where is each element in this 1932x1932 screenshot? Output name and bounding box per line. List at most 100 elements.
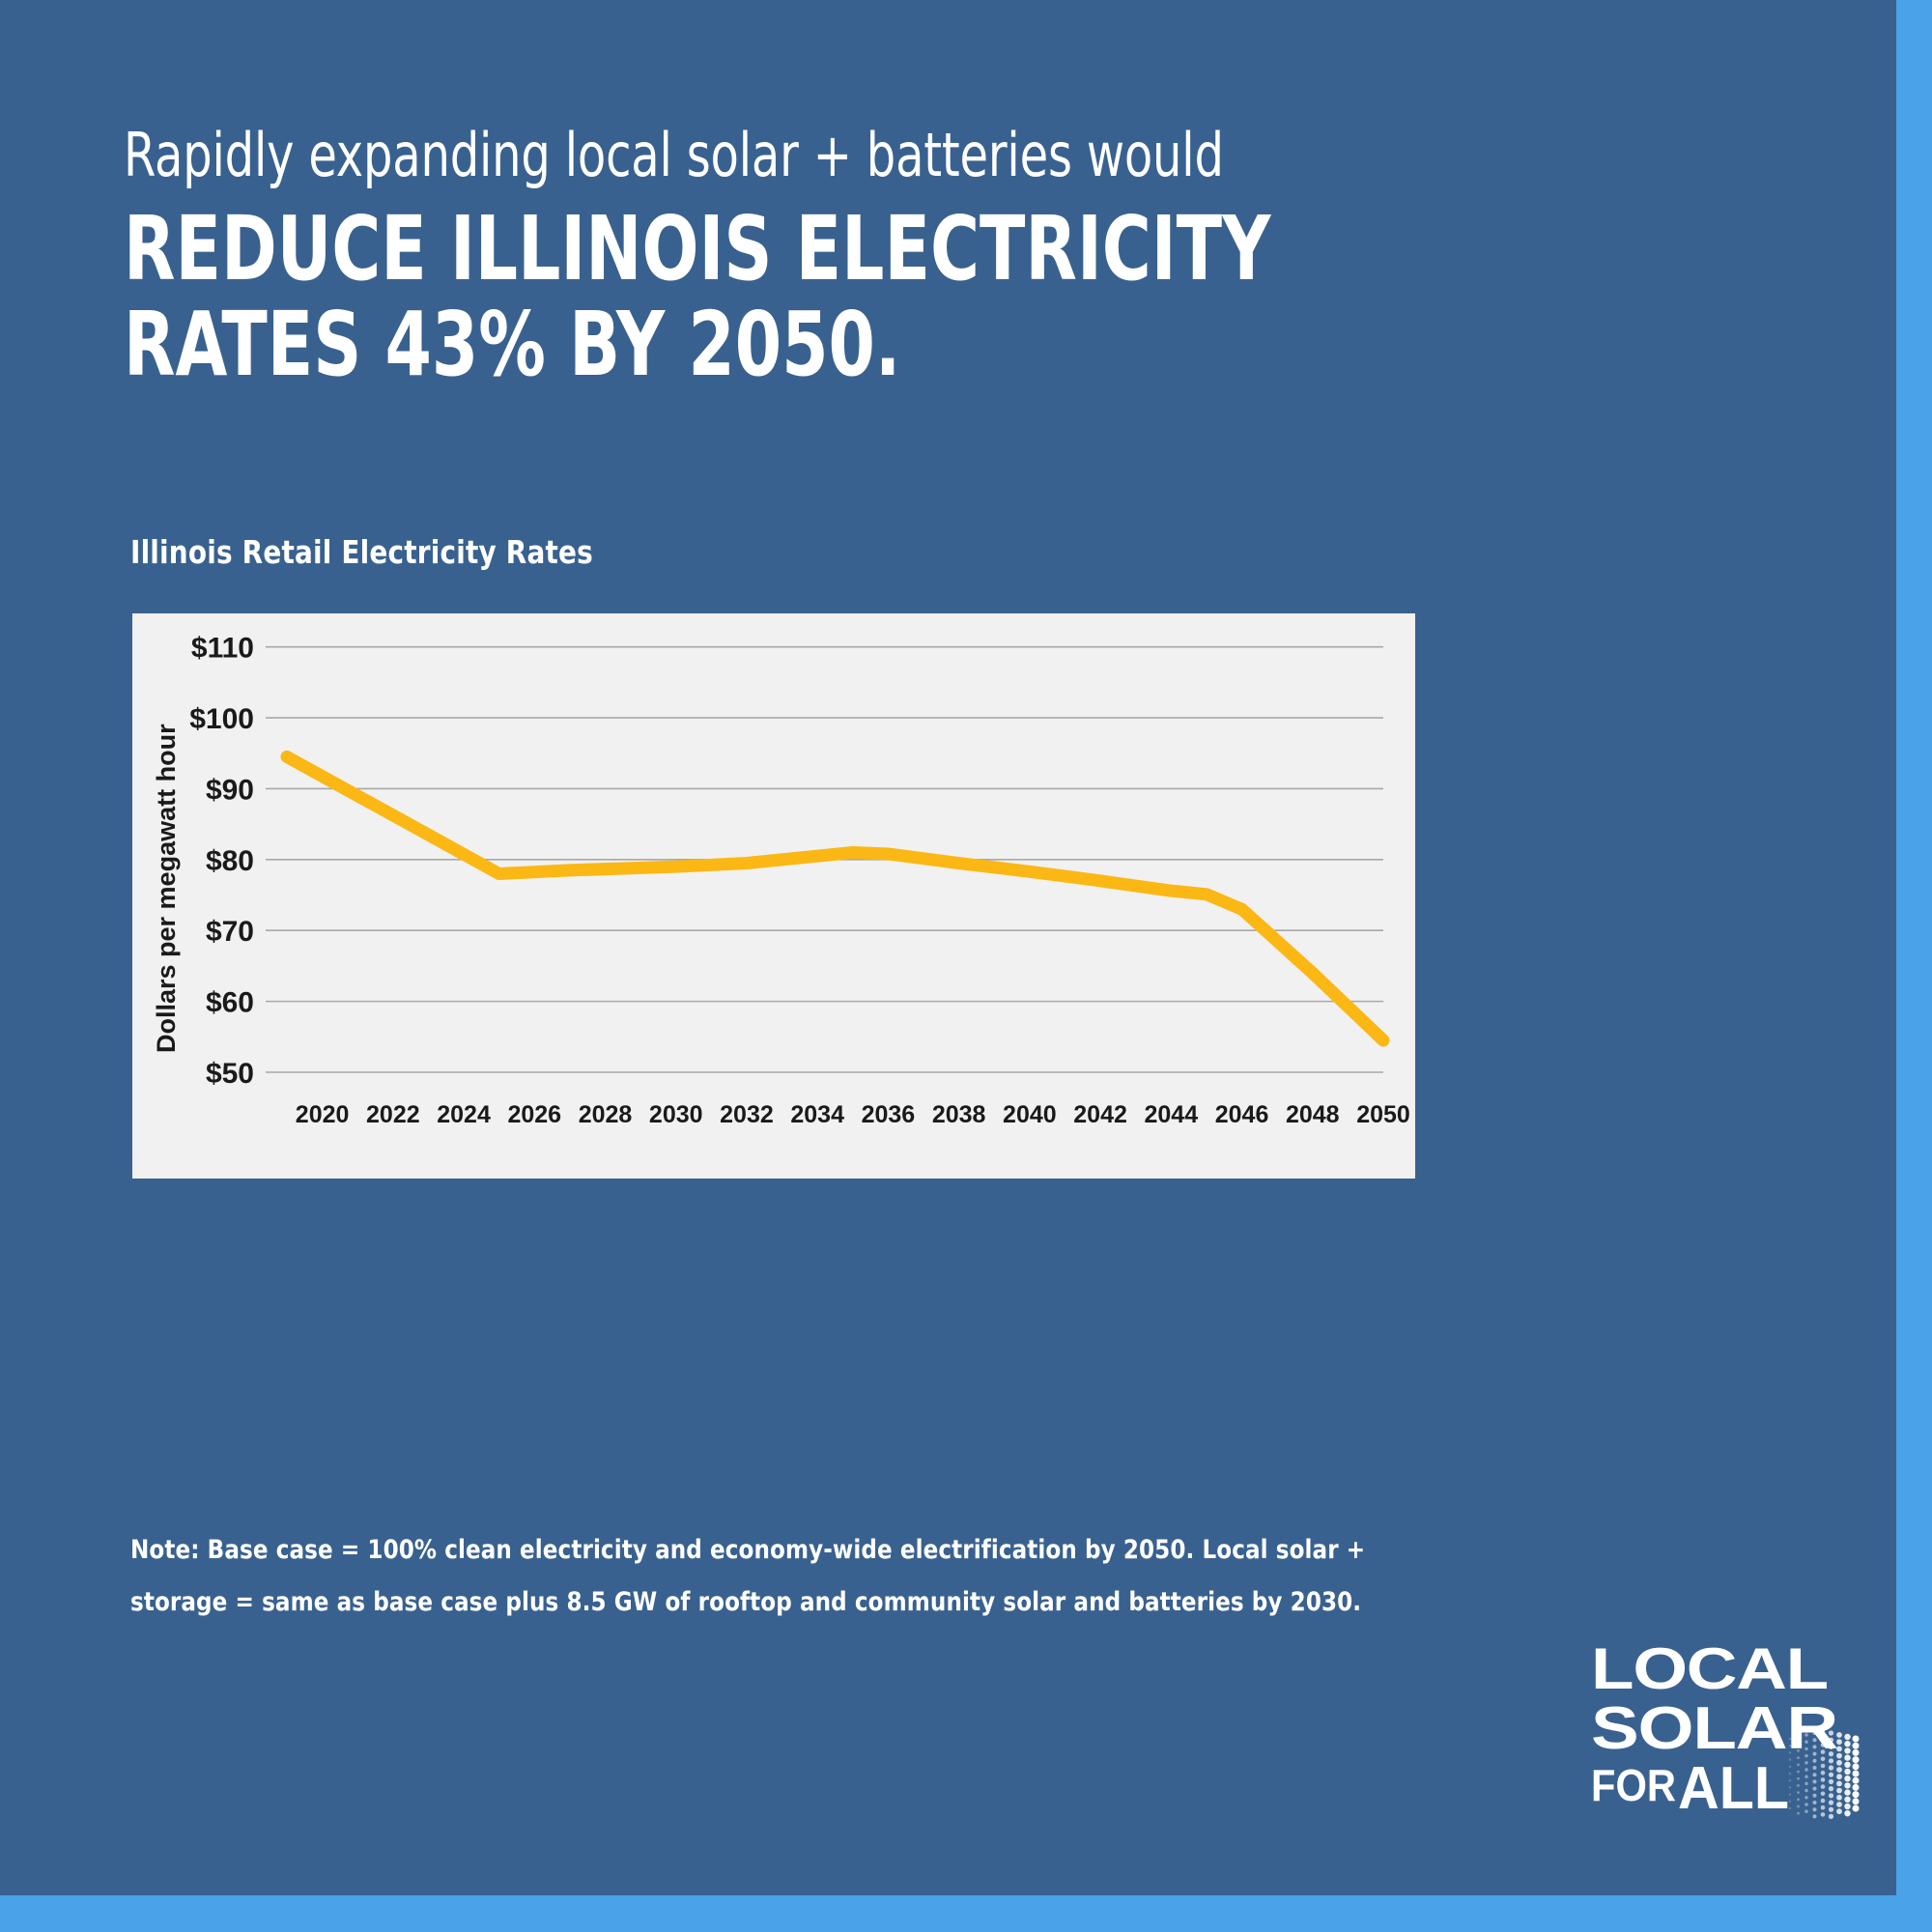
x-tick-label: 2042 (1073, 1101, 1127, 1128)
swoosh-dot (1852, 1776, 1860, 1784)
swoosh-dot (1852, 1748, 1860, 1756)
chart-series-layer (280, 750, 1390, 1047)
swoosh-dot (1828, 1772, 1834, 1777)
headline-kicker: Rapidly expanding local solar + batterie… (124, 120, 1224, 190)
swoosh-dot (1804, 1809, 1808, 1813)
y-tick-label: $50 (206, 1058, 254, 1090)
x-tick-label: 2020 (296, 1101, 350, 1128)
headline-line-1: REDUCE ILLINOIS ELECTRICITY (124, 196, 1271, 300)
swoosh-dot (1852, 1804, 1860, 1812)
swoosh-dot (1804, 1781, 1808, 1786)
swoosh-dot (1828, 1778, 1834, 1784)
swoosh-dot (1836, 1767, 1842, 1773)
swoosh-dot (1812, 1779, 1817, 1784)
swoosh-dot (1836, 1759, 1842, 1766)
y-tick-label: $110 (191, 633, 254, 665)
swoosh-dot (1828, 1786, 1834, 1792)
swoosh-dot (1804, 1803, 1808, 1806)
swoosh-dot (1812, 1758, 1817, 1763)
swoosh-dot (1836, 1732, 1842, 1738)
swoosh-dot (1828, 1800, 1834, 1805)
swoosh-dot (1788, 1765, 1792, 1768)
chart-panel: $50 $60 $70 $80 $90 $100 $110 2020 2022 2024 2026… (132, 613, 1415, 1179)
swoosh-dot (1797, 1784, 1800, 1787)
swoosh-dot (1812, 1786, 1817, 1791)
x-tick-label: 2048 (1286, 1101, 1340, 1128)
swoosh-dot (1844, 1747, 1851, 1754)
x-tick-label: 2032 (720, 1101, 774, 1128)
swoosh-dot (1844, 1754, 1851, 1761)
swoosh-dot (1844, 1803, 1851, 1810)
swoosh-dot (1836, 1746, 1842, 1752)
x-tick-label: 2022 (366, 1101, 420, 1128)
swoosh-dot (1844, 1789, 1851, 1796)
swoosh-dot (1852, 1763, 1860, 1771)
swoosh-dot (1788, 1772, 1792, 1776)
swoosh-dot (1844, 1761, 1851, 1768)
x-tick-label: 2038 (932, 1101, 986, 1128)
swoosh-dot (1788, 1779, 1792, 1782)
swoosh-dot (1804, 1753, 1808, 1758)
logo-word-for: FOR (1591, 1760, 1676, 1810)
x-tick-label: 2034 (790, 1101, 844, 1128)
x-tick-label: 2036 (862, 1101, 916, 1128)
swoosh-dot (1828, 1737, 1834, 1743)
swoosh-dot (1812, 1793, 1817, 1798)
swoosh-dot (1828, 1751, 1834, 1757)
footnote-line-1: Note: Base case = 100% clean electricity… (130, 1535, 1366, 1565)
swoosh-dot (1797, 1742, 1800, 1746)
swoosh-dot (1852, 1742, 1860, 1749)
swoosh-dot (1797, 1735, 1800, 1739)
swoosh-dot (1828, 1758, 1834, 1764)
swoosh-dot (1852, 1791, 1860, 1799)
chart-y-tick-labels: $50 $60 $70 $80 $90 $100 $110 (189, 633, 254, 1090)
line-chart: $50 $60 $70 $80 $90 $100 $110 2020 2022 2024 2026… (152, 633, 1410, 1128)
swoosh-dot (1797, 1798, 1800, 1802)
swoosh-dot (1797, 1804, 1800, 1808)
swoosh-dot (1788, 1737, 1792, 1741)
swoosh-dot (1828, 1806, 1834, 1812)
swoosh-dot (1844, 1776, 1851, 1782)
swoosh-dot (1788, 1786, 1792, 1789)
swoosh-dot (1812, 1766, 1817, 1770)
x-tick-label: 2040 (1003, 1101, 1057, 1128)
swoosh-dot (1804, 1788, 1808, 1793)
x-tick-label: 2030 (649, 1101, 703, 1128)
swoosh-arrow-icon (1788, 1728, 1860, 1819)
swoosh-dot (1844, 1733, 1851, 1741)
swoosh-dot (1804, 1775, 1808, 1778)
swoosh-dot (1836, 1802, 1842, 1807)
swoosh-dot (1820, 1791, 1826, 1797)
chart-y-axis-title: Dollars per megawatt hour (152, 724, 181, 1053)
chart-caption: Illinois Retail Electricity Rates (130, 533, 593, 571)
swoosh-dot (1828, 1744, 1834, 1749)
swoosh-dot (1820, 1756, 1826, 1762)
swoosh-dot (1844, 1741, 1851, 1747)
swoosh-dot (1828, 1765, 1834, 1771)
swoosh-dot (1836, 1794, 1842, 1801)
y-tick-label: $80 (206, 845, 254, 877)
swoosh-dot (1820, 1743, 1826, 1747)
y-tick-label: $70 (206, 916, 254, 948)
y-tick-label: $100 (189, 703, 254, 735)
logo-word-all: ALL (1678, 1755, 1789, 1822)
poster-background: Rapidly expanding local solar + batterie… (0, 0, 1896, 1895)
swoosh-dot (1844, 1782, 1851, 1789)
swoosh-dot (1797, 1811, 1800, 1815)
swoosh-dot (1812, 1751, 1817, 1756)
swoosh-dot (1797, 1791, 1800, 1794)
headline-line-2: RATES 43% BY 2050. (124, 293, 901, 397)
swoosh-dot (1820, 1798, 1826, 1804)
swoosh-dot (1788, 1806, 1792, 1810)
swoosh-dot (1820, 1763, 1826, 1769)
swoosh-dot (1828, 1813, 1834, 1819)
swoosh-dot (1788, 1793, 1792, 1796)
x-tick-label: 2046 (1215, 1101, 1269, 1128)
swoosh-dot (1804, 1740, 1808, 1744)
swoosh-dot (1836, 1808, 1842, 1815)
swoosh-dot (1820, 1804, 1826, 1810)
swoosh-dot (1836, 1774, 1842, 1780)
logo-word-local: LOCAL (1591, 1636, 1828, 1701)
swoosh-dot (1797, 1756, 1800, 1759)
swoosh-dot (1836, 1752, 1842, 1759)
